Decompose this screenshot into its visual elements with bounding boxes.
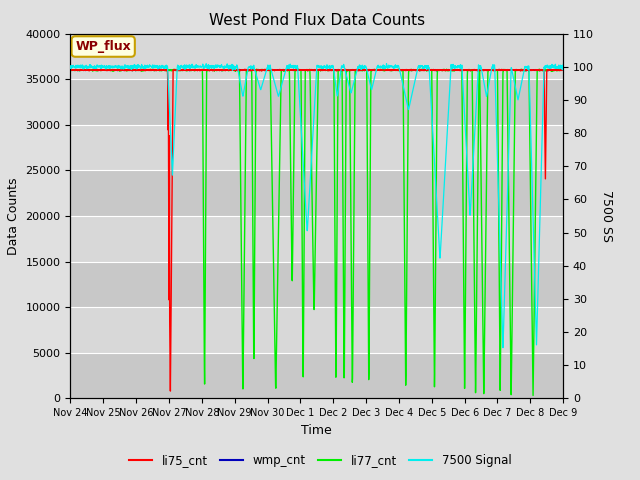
Bar [70, 34, 563, 79]
Title: West Pond Flux Data Counts: West Pond Flux Data Counts [209, 13, 425, 28]
Bar [70, 125, 563, 170]
Bar [70, 353, 563, 398]
Bar [70, 170, 563, 216]
Y-axis label: Data Counts: Data Counts [7, 177, 20, 255]
Bar [70, 307, 563, 353]
Legend: li75_cnt, wmp_cnt, li77_cnt, 7500 Signal: li75_cnt, wmp_cnt, li77_cnt, 7500 Signal [124, 449, 516, 472]
X-axis label: Time: Time [301, 424, 332, 437]
Text: WP_flux: WP_flux [76, 40, 131, 53]
Bar [70, 262, 563, 307]
Bar [70, 216, 563, 262]
Bar [70, 79, 563, 125]
Y-axis label: 7500 SS: 7500 SS [600, 190, 613, 242]
